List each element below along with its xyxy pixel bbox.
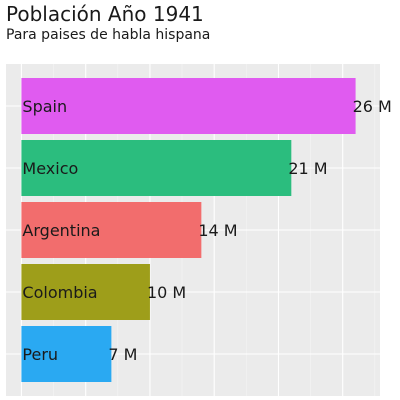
bar-argentina [21,202,202,258]
bar-value-label: 7 M [108,345,137,364]
bar-value-label: 26 M [353,97,392,116]
chart-subtitle: Para paises de habla hispana [6,27,211,43]
bar-spain [21,78,356,134]
bar-category-label: Spain [22,97,67,116]
chart-title: Población Año 1941 [6,2,204,26]
bar-colombia [21,264,150,320]
bar-value-label: 10 M [147,283,186,302]
bar-category-label: Colombia [22,283,97,302]
bar-category-label: Peru [22,345,58,364]
bar-mexico [21,140,292,196]
bar-value-label: 21 M [288,159,327,178]
bar-value-label: 14 M [198,221,237,240]
bar-category-label: Mexico [22,159,78,178]
bar-category-label: Argentina [22,221,100,240]
bar-peru [21,326,112,382]
